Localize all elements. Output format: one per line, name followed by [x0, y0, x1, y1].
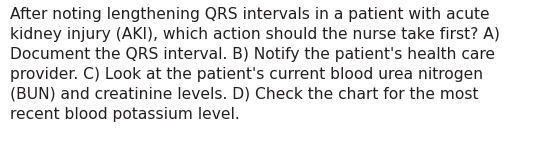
- Text: After noting lengthening QRS intervals in a patient with acute
kidney injury (AK: After noting lengthening QRS intervals i…: [10, 7, 500, 122]
